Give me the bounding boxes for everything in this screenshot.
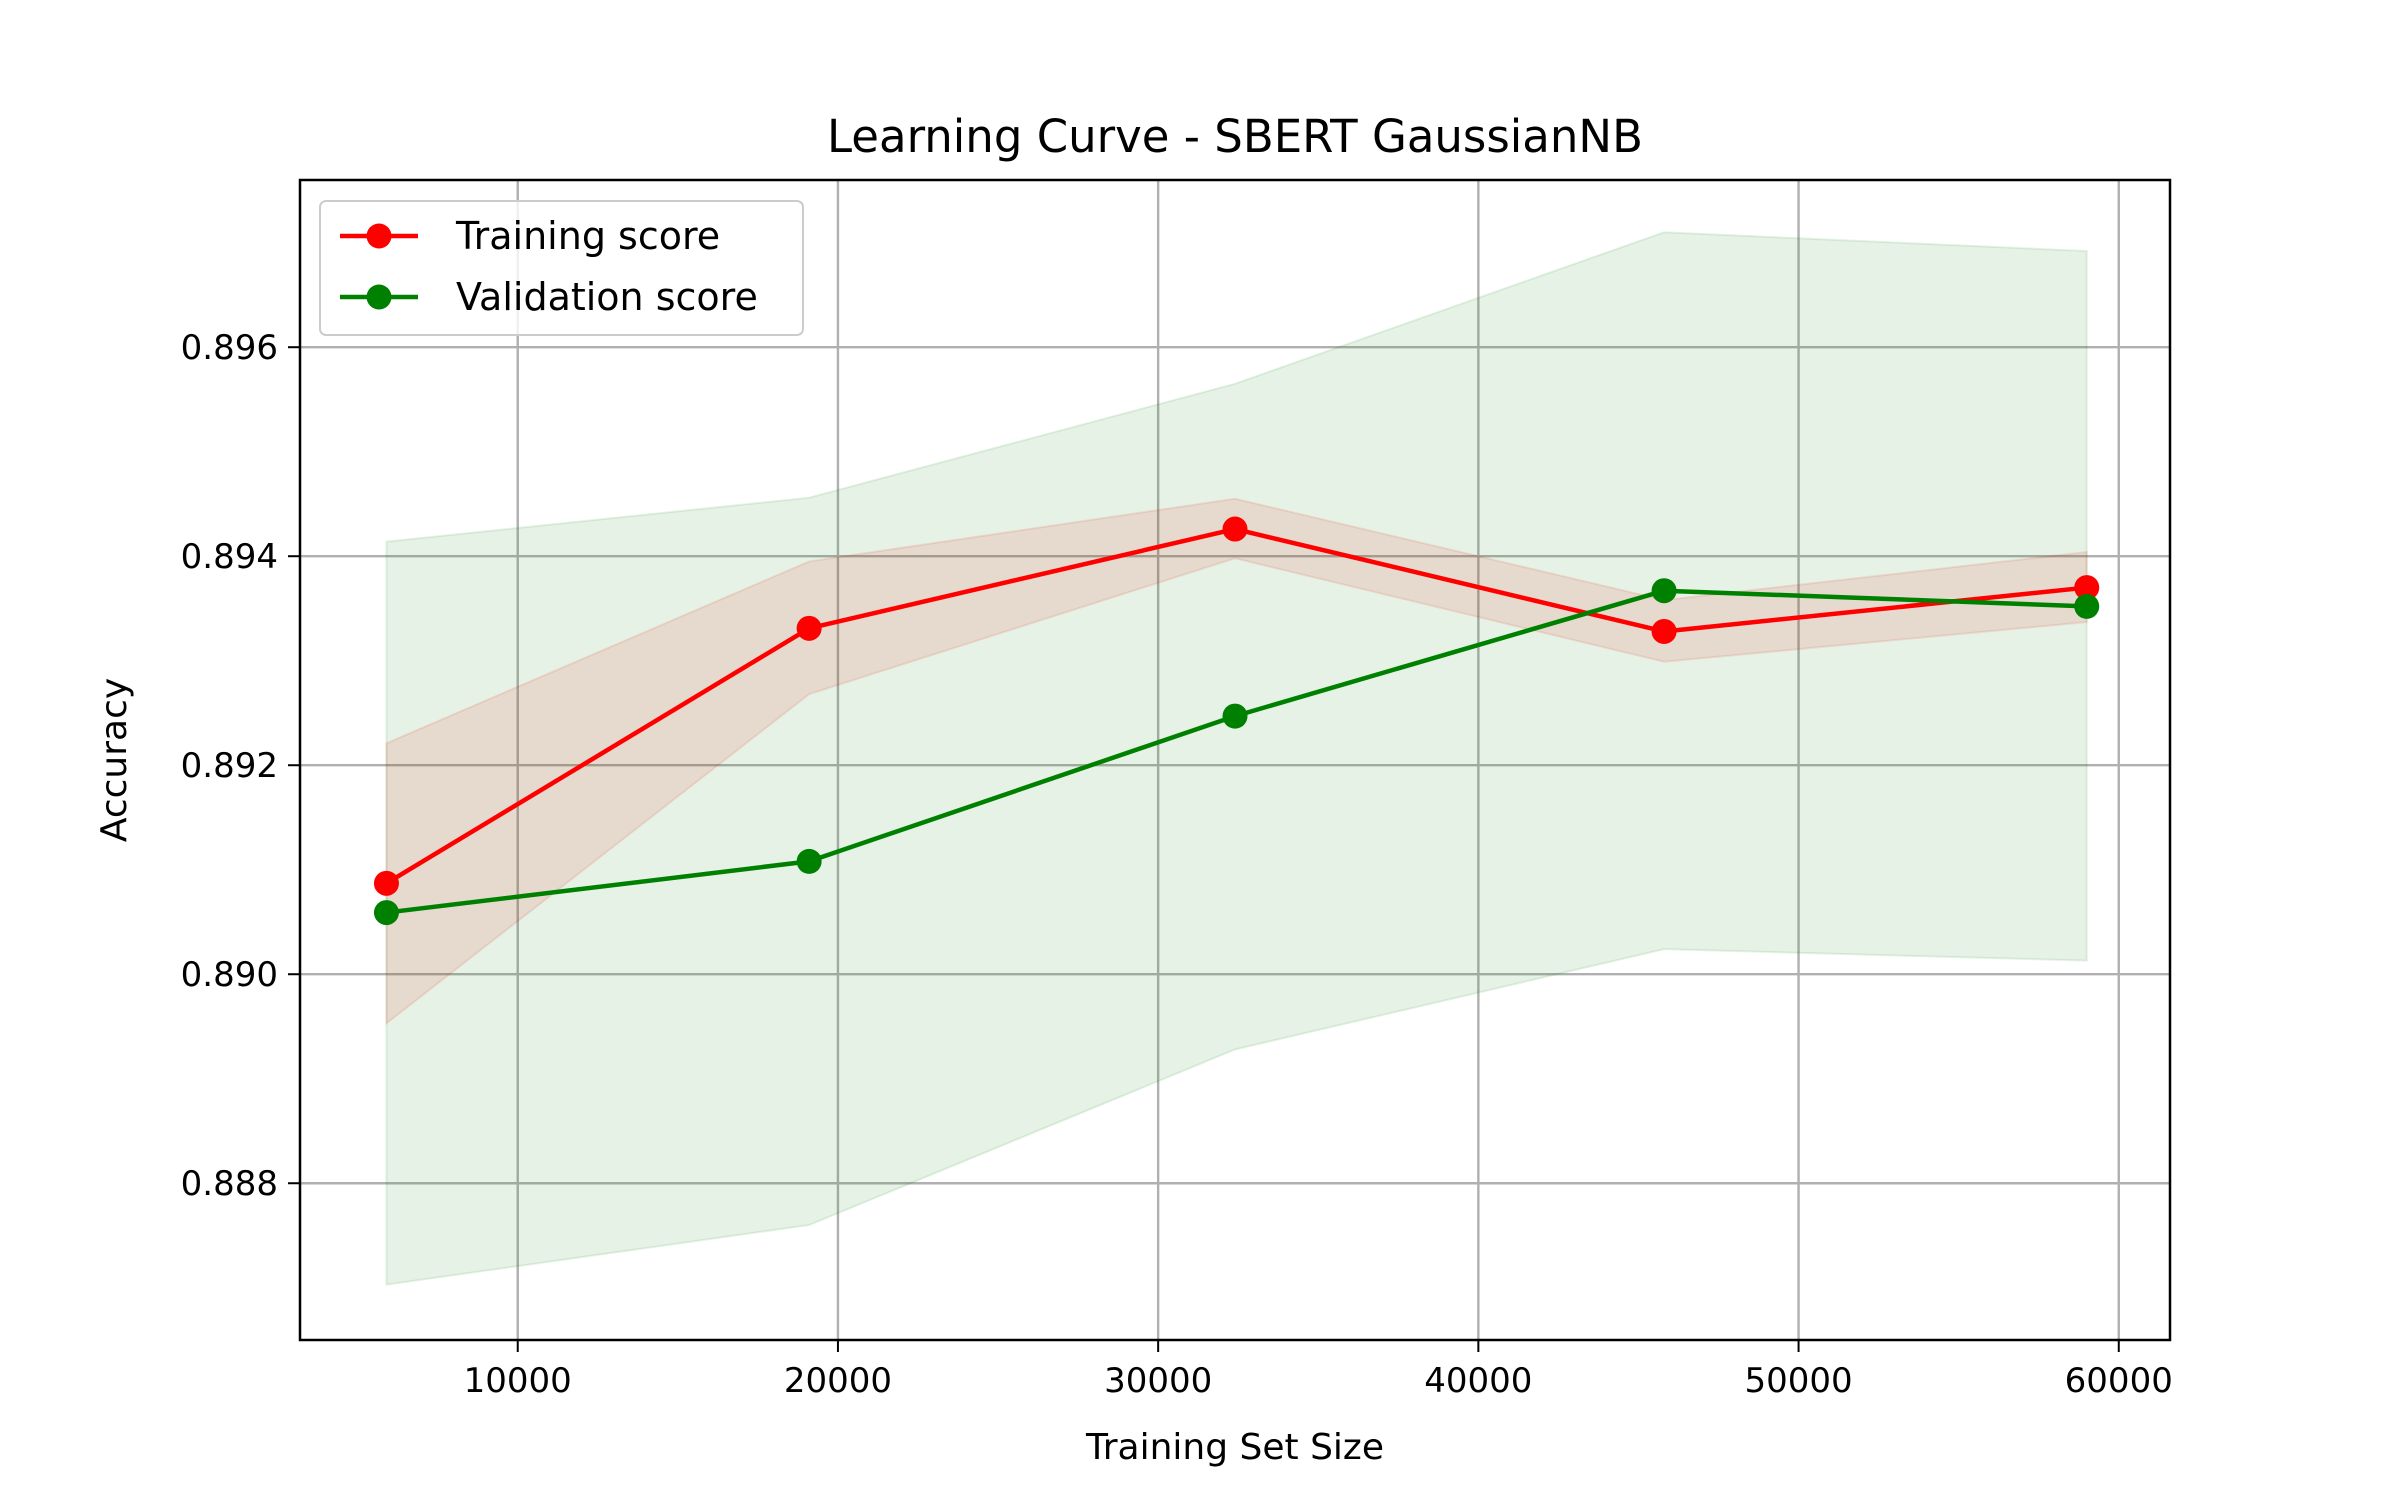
x-tick-label: 40000 <box>1424 1361 1532 1401</box>
validation-score-point <box>1651 578 1677 604</box>
y-tick-label: 0.894 <box>181 537 278 577</box>
validation-score-point <box>2074 593 2100 619</box>
validation-score-point <box>1222 703 1248 729</box>
validation-score-band <box>385 231 2088 1286</box>
x-tick-label: 10000 <box>464 1361 572 1401</box>
validation-score-point <box>373 900 399 926</box>
legend-training-score-label: Training score <box>455 214 720 258</box>
training-score-point <box>2074 575 2100 601</box>
x-tick-label: 30000 <box>1104 1361 1212 1401</box>
x-axis-label: Training Set Size <box>1085 1427 1384 1468</box>
x-tick-label: 20000 <box>784 1361 892 1401</box>
grid-lines <box>300 180 2170 1340</box>
legend-validation-score-marker <box>366 284 392 310</box>
y-tick-label: 0.888 <box>181 1164 278 1204</box>
legend-validation-score-label: Validation score <box>456 275 758 319</box>
x-tick-label: 50000 <box>1744 1361 1852 1401</box>
training-score-point <box>373 870 399 896</box>
validation-score-point <box>796 848 822 874</box>
y-tick-label: 0.890 <box>181 955 278 995</box>
training-score-point <box>796 615 822 641</box>
legend: Training score Validation score <box>319 200 804 336</box>
training-score-point <box>1651 618 1677 644</box>
legend-box <box>319 200 804 336</box>
y-tick-label: 0.892 <box>181 746 278 786</box>
training-score-point <box>1222 516 1248 542</box>
y-tick-label: 0.896 <box>181 328 278 368</box>
x-tick-label: 60000 <box>2065 1361 2173 1401</box>
series-markers <box>373 516 2100 926</box>
plot-area-frame <box>298 178 2172 1342</box>
y-axis-ticks: 0.888 0.890 0.892 0.894 0.896 <box>181 328 300 1204</box>
legend-training-score-marker <box>366 223 392 249</box>
chart-title: Learning Curve - SBERT GaussianNB <box>827 110 1643 163</box>
y-axis-label: Accuracy <box>94 678 135 842</box>
x-axis-ticks: 10000 20000 30000 40000 50000 60000 <box>464 1340 2173 1401</box>
